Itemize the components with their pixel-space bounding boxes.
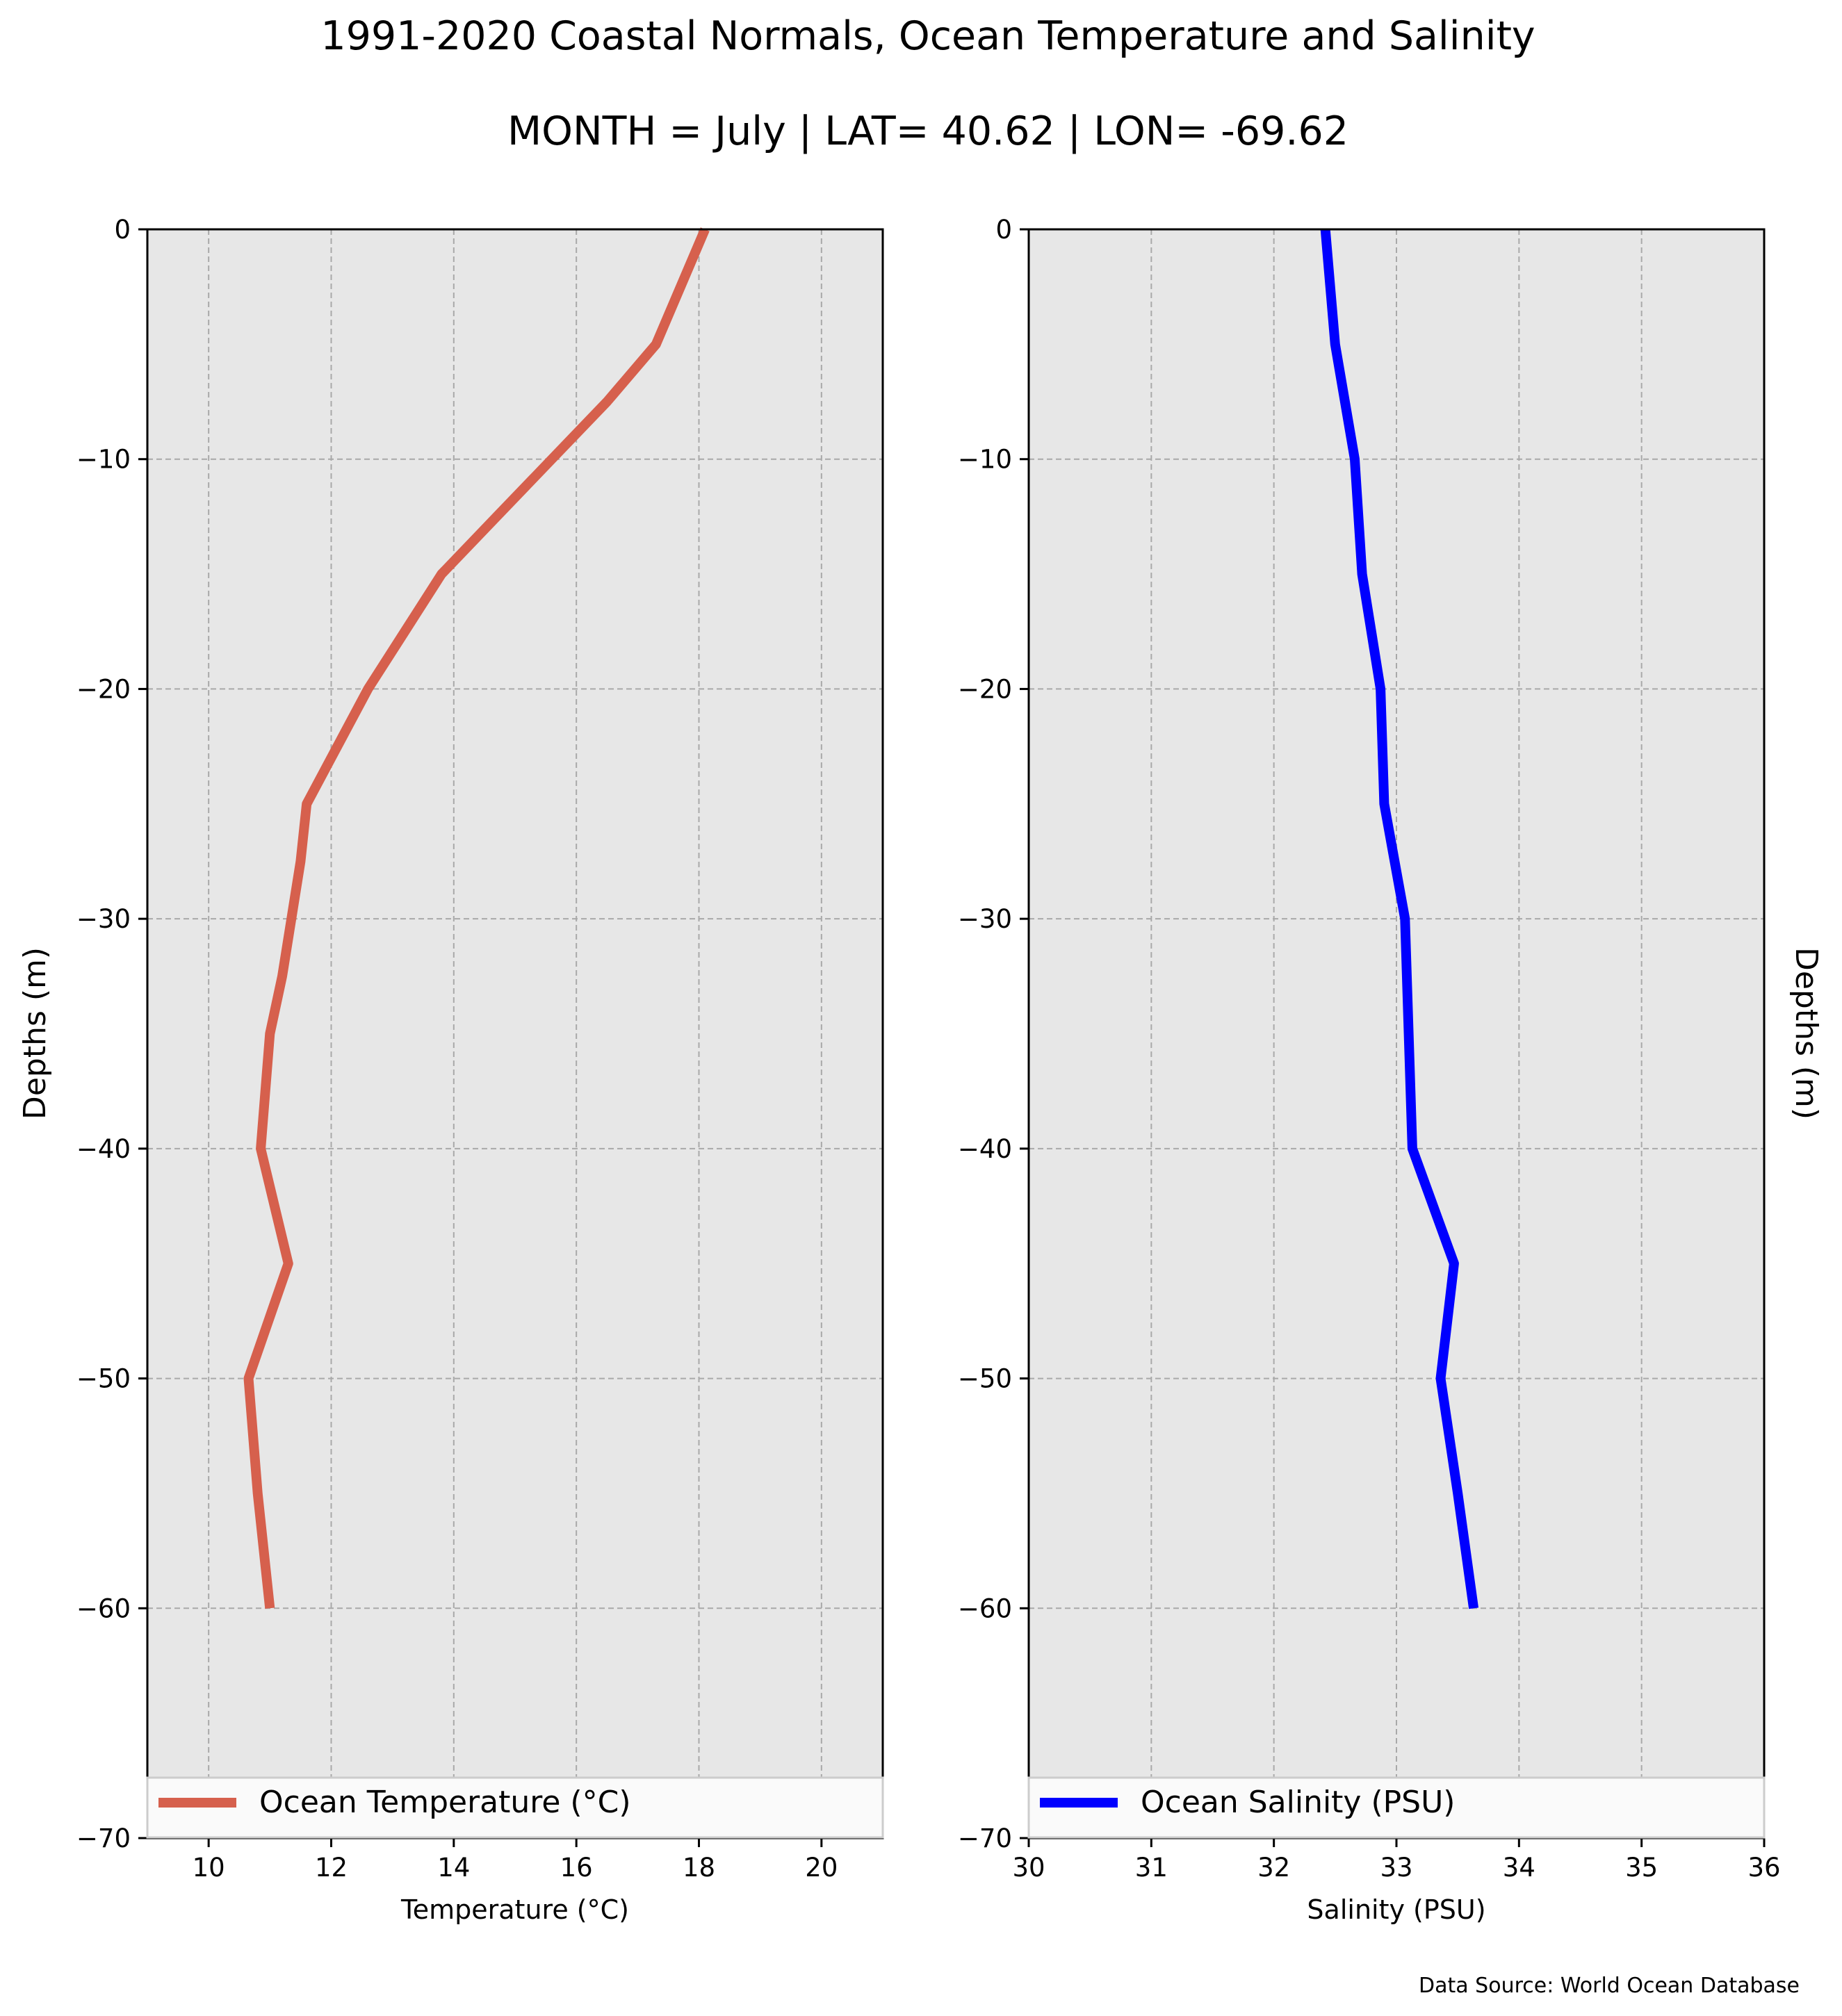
salinity-x-ticks: 30 31 32 33 34 35 36 (1012, 1838, 1781, 1883)
salinity-xlabel: Salinity (PSU) (1307, 1894, 1485, 1925)
salinity-y-tick-label: −70 (958, 1824, 1012, 1853)
temperature-y-tick-label: −20 (76, 674, 131, 704)
salinity-y-tick-label: 0 (995, 215, 1012, 245)
salinity-ylabel: Depths (m) (1788, 947, 1824, 1120)
salinity-y-tick-label: −40 (958, 1134, 1012, 1164)
salinity-series-line (1320, 229, 1479, 1609)
temperature-legend-label: Ocean Temperature (°C) (259, 1785, 631, 1820)
data-source-note: Data Source: World Ocean Database (1419, 1974, 1800, 1998)
temperature-x-tick-label: 20 (805, 1853, 838, 1883)
temperature-series-line (243, 227, 710, 1609)
salinity-y-tick-label: −10 (958, 445, 1012, 475)
salinity-grid (1029, 229, 1764, 1838)
temperature-x-tick-label: 10 (193, 1853, 225, 1883)
temperature-panel: 10 12 14 16 18 20 0 −10 −20 −30 −40 −50 −60 −70 Temp… (17, 215, 884, 1925)
salinity-y-tick-label: −60 (958, 1593, 1012, 1623)
salinity-y-tick-label: −20 (958, 674, 1012, 704)
salinity-x-tick-label: 33 (1380, 1853, 1412, 1883)
temperature-legend-box (146, 1776, 884, 1839)
chart-title: 1991-2020 Coastal Normals, Ocean Tempera… (320, 13, 1535, 59)
salinity-legend-label: Ocean Salinity (PSU) (1141, 1785, 1455, 1820)
salinity-y-tick-label: −30 (958, 904, 1012, 934)
temperature-y-tick-label: −50 (76, 1364, 131, 1394)
temperature-x-tick-label: 18 (683, 1853, 715, 1883)
salinity-x-tick-label: 35 (1625, 1853, 1658, 1883)
temperature-y-ticks: 0 −10 −20 −30 −40 −50 −60 −70 (76, 215, 147, 1853)
salinity-x-tick-label: 32 (1257, 1853, 1290, 1883)
temperature-x-ticks: 10 12 14 16 18 20 (193, 1838, 838, 1883)
temperature-y-tick-label: −30 (76, 904, 131, 934)
temperature-xlabel: Temperature (°C) (400, 1894, 629, 1925)
temperature-y-tick-label: 0 (114, 215, 131, 245)
salinity-x-tick-label: 31 (1135, 1853, 1168, 1883)
temperature-x-tick-label: 12 (315, 1853, 348, 1883)
temperature-y-tick-label: −70 (76, 1824, 131, 1853)
temperature-y-tick-label: −60 (76, 1593, 131, 1623)
temperature-ylabel: Depths (m) (17, 947, 53, 1120)
temperature-grid (147, 229, 883, 1838)
salinity-legend-box (1027, 1776, 1766, 1839)
salinity-x-tick-label: 30 (1012, 1853, 1045, 1883)
salinity-y-ticks: 0 −10 −20 −30 −40 −50 −60 −70 (958, 215, 1029, 1853)
temperature-x-tick-label: 16 (560, 1853, 593, 1883)
salinity-y-tick-label: −50 (958, 1364, 1012, 1394)
chart-subtitle: MONTH = July | LAT= 40.62 | LON= -69.62 (507, 108, 1348, 154)
temperature-y-tick-label: −40 (76, 1134, 131, 1164)
salinity-x-tick-label: 36 (1747, 1853, 1780, 1883)
temperature-plot-area (147, 229, 883, 1838)
temperature-x-tick-label: 14 (437, 1853, 470, 1883)
salinity-x-tick-label: 34 (1503, 1853, 1535, 1883)
temperature-legend: Ocean Temperature (°C) (146, 1776, 884, 1839)
temperature-y-tick-label: −10 (76, 445, 131, 475)
salinity-panel: 30 31 32 33 34 35 36 0 −10 −20 −30 −40 −50 −60 −70 Sa… (958, 215, 1824, 1925)
salinity-legend: Ocean Salinity (PSU) (1027, 1776, 1766, 1839)
